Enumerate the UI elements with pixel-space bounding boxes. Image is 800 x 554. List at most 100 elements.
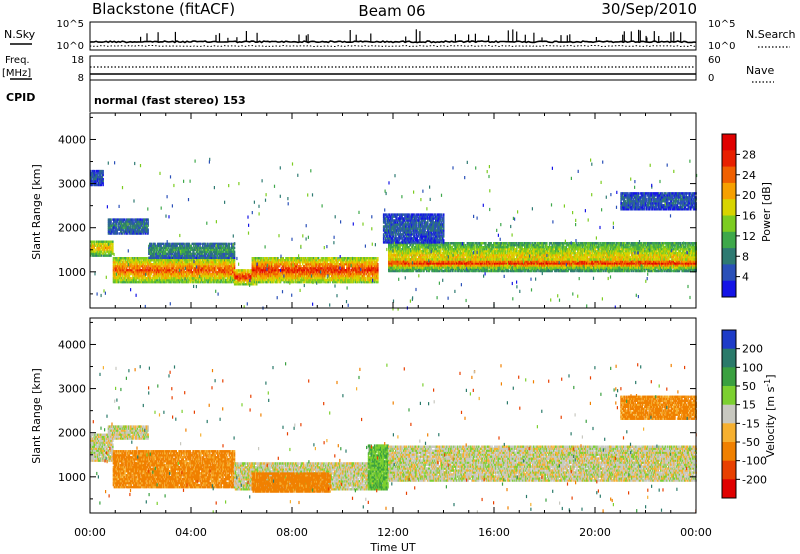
scatter-cell: [130, 259, 132, 262]
scatter-cell: [191, 270, 193, 274]
scatter-cell: [129, 278, 131, 282]
scatter-cell: [123, 218, 126, 221]
scatter-cell: [134, 267, 137, 270]
scatter-cell: [136, 272, 139, 276]
scatter-cell: [118, 278, 120, 282]
scatter-cell: [120, 226, 122, 229]
scatter-cell: [161, 261, 163, 264]
scatter-cell: [120, 218, 122, 221]
scatter-cell: [90, 252, 93, 255]
scatter-cell: [190, 274, 192, 278]
scatter-cell: [232, 270, 235, 274]
scatter-cell: [136, 265, 139, 268]
scatter-cell: [200, 278, 202, 282]
scatter-cell: [187, 265, 190, 268]
scatter-cell: [136, 220, 138, 223]
scatter-cell: [142, 269, 145, 272]
scatter-cell: [186, 259, 188, 262]
scatter-cell: [116, 232, 118, 235]
scatter-cell: [225, 261, 227, 264]
scatter-cell: [109, 220, 111, 223]
scatter-cell: [121, 257, 124, 260]
scatter-cell: [121, 261, 124, 264]
scatter-cell: [128, 265, 131, 268]
scatter-cell: [149, 261, 151, 264]
scatter-cell: [108, 254, 111, 257]
scatter-cell: [187, 276, 189, 280]
scatter-cell: [229, 267, 231, 270]
scatter-cell: [167, 259, 169, 262]
scatter-cell: [168, 270, 170, 274]
scatter-cell: [164, 265, 167, 268]
scatter-cell: [158, 276, 161, 280]
scatter-cell: [189, 274, 192, 278]
scatter-cell: [200, 274, 202, 278]
scatter-cell: [154, 272, 156, 276]
scatter-cell: [93, 250, 95, 253]
scatter-cell: [180, 278, 183, 282]
scatter-cell: [233, 263, 236, 266]
scatter-cell: [105, 246, 108, 249]
scatter-cell: [143, 222, 146, 225]
scatter-cell: [98, 252, 101, 255]
scatter-cell: [207, 263, 209, 266]
scatter-cell: [179, 265, 182, 268]
scatter-cell: [160, 272, 162, 276]
scatter-cell: [153, 280, 155, 284]
scatter-cell: [153, 272, 155, 276]
scatter-cell: [125, 224, 127, 227]
scatter-cell: [124, 267, 126, 270]
scatter-cell: [114, 267, 116, 270]
scatter-cell: [119, 222, 121, 225]
scatter-cell: [208, 280, 210, 284]
nave-right-tick-bottom: 0: [708, 73, 714, 84]
scatter-cell: [110, 242, 112, 245]
scatter-cell: [114, 278, 116, 282]
scatter-cell: [210, 259, 213, 262]
scatter-cell: [204, 265, 207, 268]
scatter-cell: [216, 272, 218, 276]
scatter-cell: [169, 278, 171, 282]
scatter-cell: [185, 278, 187, 282]
scatter-cell: [223, 274, 225, 278]
scatter-cell: [230, 267, 232, 270]
scatter-cell: [97, 240, 99, 243]
scatter-cell: [228, 272, 230, 276]
scatter-cell: [152, 242, 154, 246]
scatter-cell: [128, 230, 131, 233]
scatter-cell: [157, 280, 160, 284]
scatter-cell: [170, 269, 172, 272]
scatter-cell: [184, 270, 186, 274]
scatter-cell: [205, 265, 207, 268]
scatter-cell: [191, 280, 193, 284]
scatter-cell: [210, 274, 213, 278]
scatter-cell: [176, 274, 178, 278]
scatter-cell: [157, 272, 160, 276]
scatter-cell: [225, 263, 227, 266]
scatter-cell: [228, 274, 230, 278]
scatter-cell: [118, 259, 121, 262]
scatter-cell: [228, 280, 230, 284]
scatter-cell: [105, 248, 108, 251]
scatter-cell: [120, 276, 123, 280]
scatter-cell: [202, 263, 205, 266]
scatter-cell: [231, 263, 233, 266]
scatter-cell: [96, 242, 98, 245]
scatter-cell: [137, 257, 139, 260]
scatter-cell: [188, 261, 191, 264]
scatter-cell: [146, 228, 149, 231]
scatter-cell: [115, 226, 118, 229]
scatter-cell: [167, 272, 169, 276]
scatter-cell: [144, 226, 147, 229]
scatter-cell: [222, 280, 224, 284]
scatter-cell: [130, 267, 132, 270]
scatter-cell: [202, 269, 205, 272]
scatter-cell: [139, 232, 141, 235]
scatter-cell: [177, 267, 179, 270]
scatter-cell: [141, 272, 143, 276]
scatter-cell: [126, 269, 128, 272]
scatter-cell: [164, 269, 167, 272]
scatter-cell: [162, 263, 164, 266]
scatter-cell: [106, 254, 109, 257]
scatter-cell: [224, 280, 226, 284]
